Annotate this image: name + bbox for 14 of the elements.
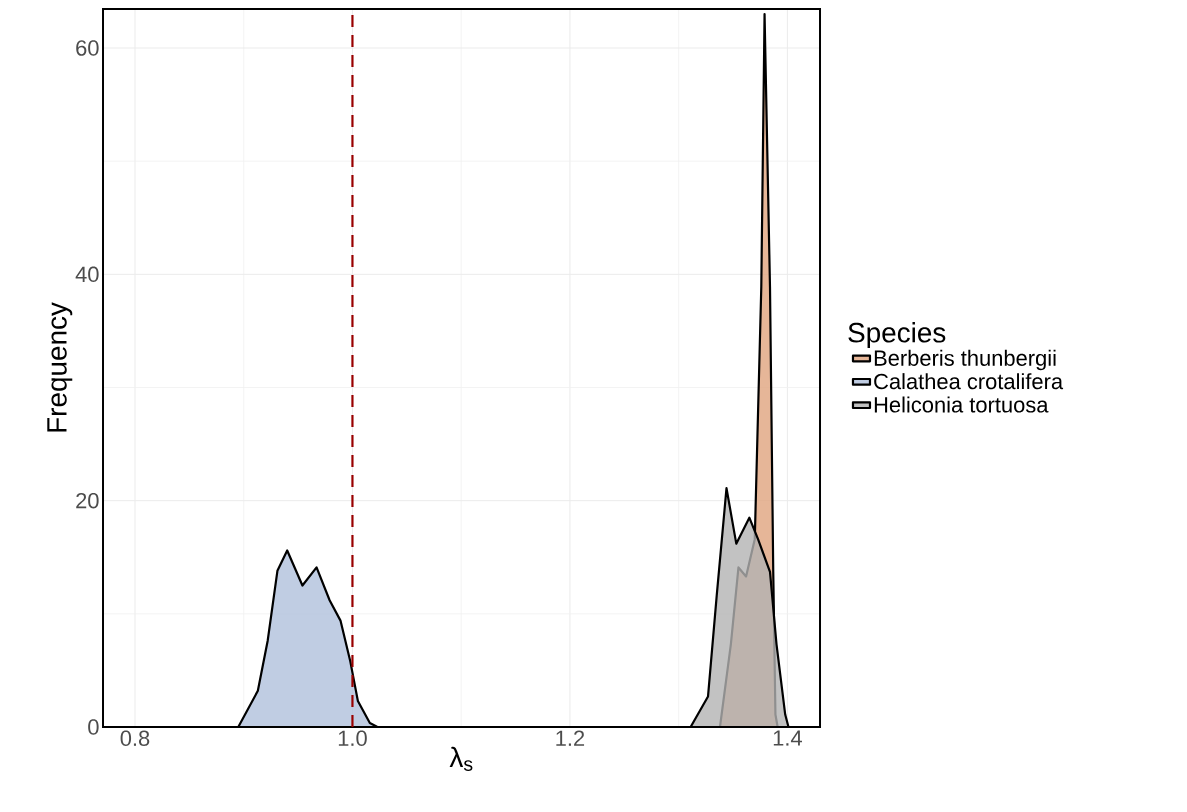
y-tick-label: 20 (76, 492, 99, 509)
x-tick-label: 1.0 (338, 730, 367, 747)
y-tick-label: 0 (88, 719, 99, 735)
legend-label: Heliconia tortuosa (874, 396, 1049, 413)
legend-label: Calathea crotalifera (874, 373, 1064, 390)
x-tick-label: 1.4 (773, 730, 802, 746)
x-tick-label: 1.2 (556, 730, 585, 746)
y-tick-label: 60 (76, 40, 99, 56)
x-axis-title: λ$_{s}$ (449, 746, 473, 771)
y-axis-title: Frequency (47, 302, 73, 432)
legend-title: Species (848, 322, 946, 349)
x-tick-label: 0.8 (120, 730, 150, 747)
legend-label: Berberis thunbergii (874, 349, 1056, 371)
y-tick-label: 40 (75, 266, 99, 283)
